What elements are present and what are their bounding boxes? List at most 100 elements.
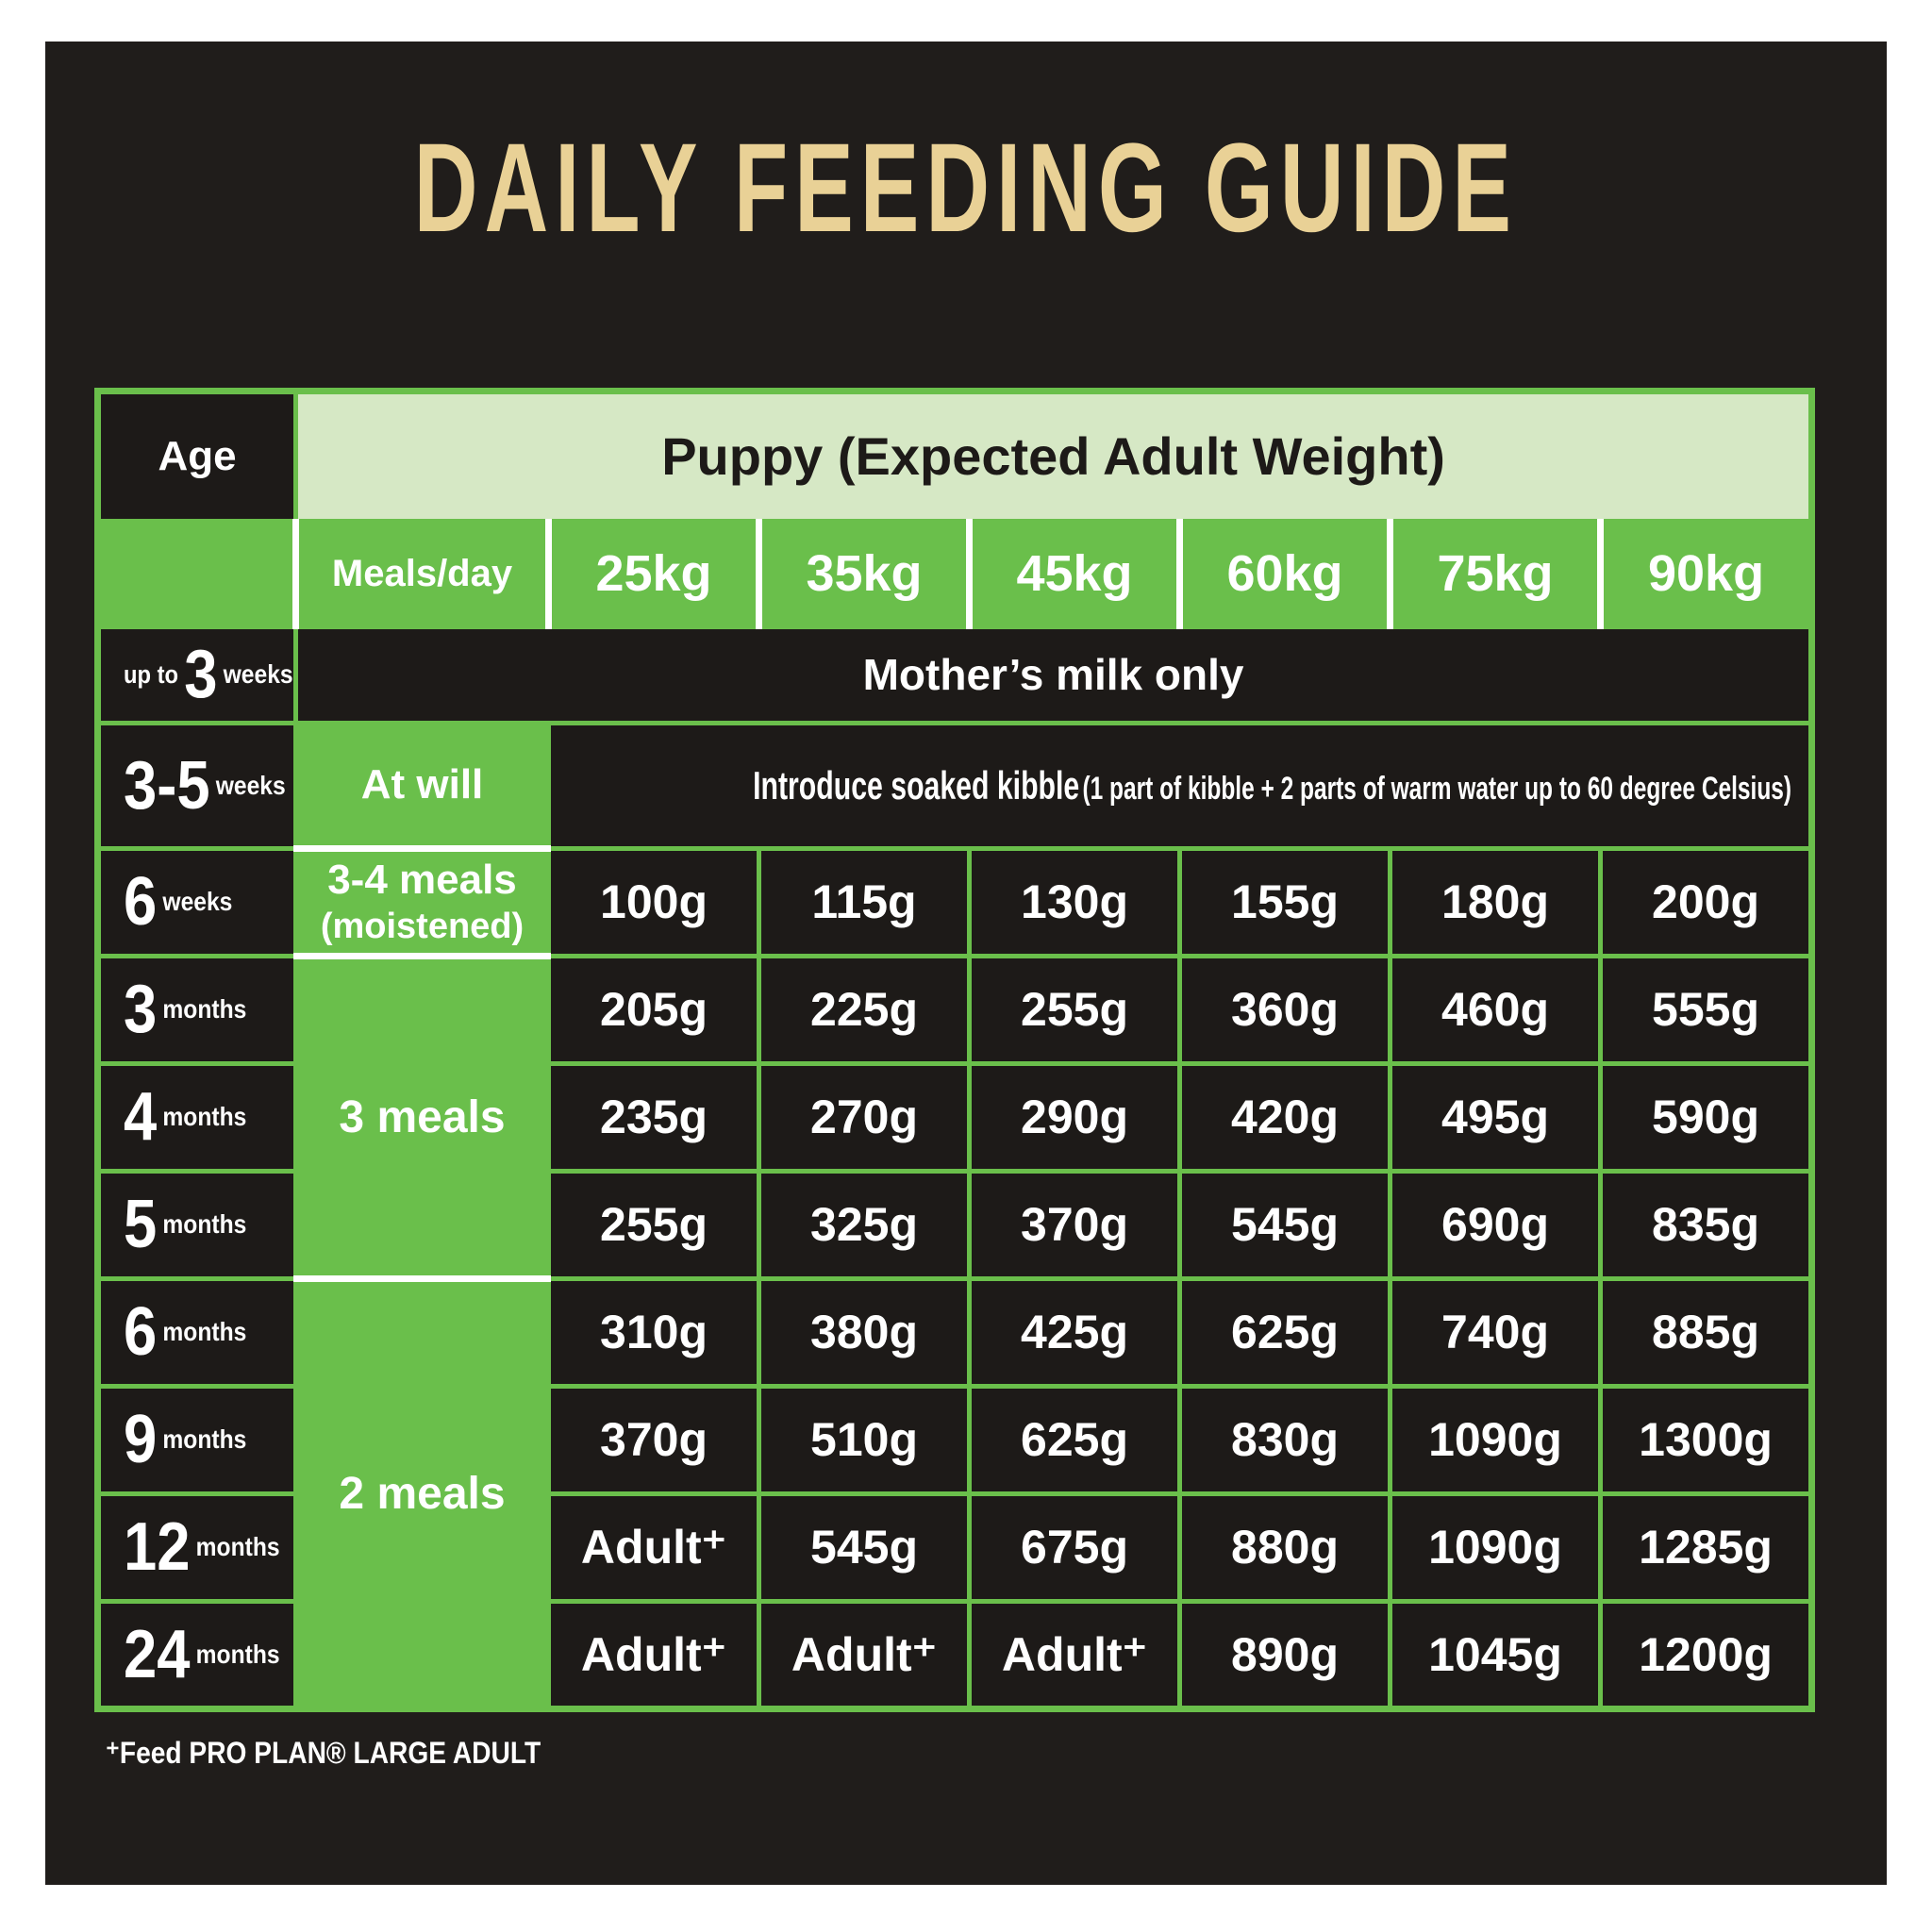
value-cell: 880g (1177, 1491, 1392, 1604)
meals-group-cell-2-meals: 2 meals (293, 1274, 551, 1711)
age-unit: months (162, 1102, 247, 1132)
table-row: 6 months 2 meals 310g 380g 425g 625g 740… (95, 1274, 1815, 1711)
puppy-header-cell: Puppy (Expected Adult Weight) (292, 388, 1815, 524)
value-cell: 325g (757, 1168, 972, 1281)
table-row: 4 months 235g 270g 290g 420g 495g 590g (95, 1060, 1815, 1174)
age-cell: 5 months (95, 1168, 298, 1281)
table-row: 3 months 3 meals 205g 225g 255g 360g 460… (95, 952, 1815, 1281)
age-label: 4 months (124, 1083, 246, 1151)
age-label: 6 months (124, 1298, 246, 1366)
value-cell: 1200g (1597, 1598, 1815, 1711)
age-number: 4 (124, 1079, 158, 1156)
value-cell: 270g (757, 1060, 972, 1174)
table-row: 9 months 370g 510g 625g 830g 1090g 1300g (95, 1383, 1815, 1496)
value-cell: 835g (1597, 1168, 1815, 1281)
value-cell: 625g (967, 1383, 1182, 1496)
age-label: up to 3 weeks (124, 637, 293, 713)
weight-header-cell: 75kg (1387, 518, 1603, 629)
feeding-guide-panel: DAILY FEEDING GUIDE Age Puppy (Expected … (45, 42, 1887, 1885)
meals-main: 3-4 meals (327, 856, 517, 903)
age-unit: months (162, 1209, 247, 1240)
empty-header-cell (95, 518, 298, 629)
age-cell: 9 months (95, 1383, 298, 1496)
value-cell: 290g (967, 1060, 1182, 1174)
age-label: 3-5 weeks (124, 752, 286, 820)
age-number: 3 (184, 637, 218, 713)
value-cell: 225g (757, 953, 972, 1066)
age-unit: weeks (162, 887, 233, 917)
age-cell: 4 months (95, 1060, 298, 1174)
age-cell: up to 3 weeks (95, 624, 298, 725)
weight-header-cell: 90kg (1596, 518, 1815, 629)
page-title: DAILY FEEDING GUIDE (45, 118, 1887, 258)
weight-header-cell: 60kg (1176, 518, 1392, 629)
value-cell: 590g (1597, 1060, 1815, 1174)
soaked-kibble-note-main: Introduce soaked kibble (753, 762, 1080, 808)
age-unit: months (162, 1424, 247, 1455)
value-cell: 545g (1177, 1168, 1392, 1281)
age-number: 24 (124, 1616, 191, 1692)
table-row: up to 3 weeks Mother’s milk only (95, 624, 1815, 725)
value-cell: 1300g (1597, 1383, 1815, 1496)
meals-cell: 3-4 meals (moistened) (293, 844, 551, 958)
table-row: 24 months Adult⁺ Adult⁺ Adult⁺ 890g 1045… (95, 1598, 1815, 1711)
page-title-text: DAILY FEEDING GUIDE (413, 118, 1519, 258)
mothers-milk-cell: Mother’s milk only (292, 624, 1815, 725)
value-cell: 830g (1177, 1383, 1392, 1496)
value-cell: 255g (967, 953, 1182, 1066)
value-cell: Adult⁺ (546, 1491, 761, 1604)
value-cell: Adult⁺ (546, 1598, 761, 1711)
value-cell: 200g (1597, 845, 1815, 958)
value-cell: 545g (757, 1491, 972, 1604)
age-label: 9 months (124, 1406, 246, 1474)
age-cell: 24 months (95, 1598, 298, 1711)
value-cell: 460g (1388, 953, 1603, 1066)
value-cell: 425g (967, 1275, 1182, 1389)
age-number: 6 (124, 864, 158, 941)
header-row-2: Meals/day 25kg 35kg 45kg 60kg 75kg 90kg (95, 518, 1815, 629)
age-unit: months (195, 1639, 280, 1669)
age-label: 12 months (124, 1513, 280, 1581)
value-cell: 625g (1177, 1275, 1392, 1389)
age-number: 6 (124, 1294, 158, 1371)
age-unit: months (162, 1317, 247, 1347)
value-cell: Adult⁺ (757, 1598, 972, 1711)
table-row: 3-5 weeks At will Introduce soaked kibbl… (95, 720, 1815, 851)
value-cell: Adult⁺ (967, 1598, 1182, 1711)
age-label: 3 months (124, 975, 246, 1043)
value-cell: 310g (546, 1275, 761, 1389)
meals-sub: (moistened) (320, 906, 525, 946)
feeding-table: Age Puppy (Expected Adult Weight) Meals/… (94, 387, 1816, 1712)
value-cell: 370g (967, 1168, 1182, 1281)
value-cell: 1285g (1597, 1491, 1815, 1604)
age-cell: 3-5 weeks (95, 720, 298, 851)
age-header-cell: Age (95, 388, 298, 524)
age-number: 5 (124, 1187, 158, 1263)
age-unit: weeks (223, 659, 293, 690)
age-number: 12 (124, 1509, 191, 1586)
age-cell: 3 months (95, 953, 298, 1066)
value-cell: 155g (1177, 845, 1392, 958)
value-cell: 370g (546, 1383, 761, 1496)
value-cell: 690g (1388, 1168, 1603, 1281)
value-cell: 255g (546, 1168, 761, 1281)
age-prefix: up to (124, 659, 179, 689)
value-cell: 555g (1597, 953, 1815, 1066)
value-cell: 130g (967, 845, 1182, 958)
value-cell: 1090g (1388, 1491, 1603, 1604)
value-cell: 235g (546, 1060, 761, 1174)
value-cell: 205g (546, 953, 761, 1066)
age-unit: months (162, 994, 247, 1024)
at-will-cell: At will (293, 720, 551, 851)
value-cell: 360g (1177, 953, 1392, 1066)
weight-header-cell: 25kg (545, 518, 761, 629)
age-number: 9 (124, 1402, 158, 1478)
value-cell: 180g (1388, 845, 1603, 958)
age-cell: 12 months (95, 1491, 298, 1604)
weight-header-cell: 35kg (756, 518, 972, 629)
age-unit: weeks (215, 770, 286, 800)
age-label: 24 months (124, 1621, 280, 1689)
value-cell: 675g (967, 1491, 1182, 1604)
footnote-text: ⁺Feed PRO PLAN® LARGE ADULT (106, 1735, 541, 1770)
age-label: 5 months (124, 1191, 246, 1258)
